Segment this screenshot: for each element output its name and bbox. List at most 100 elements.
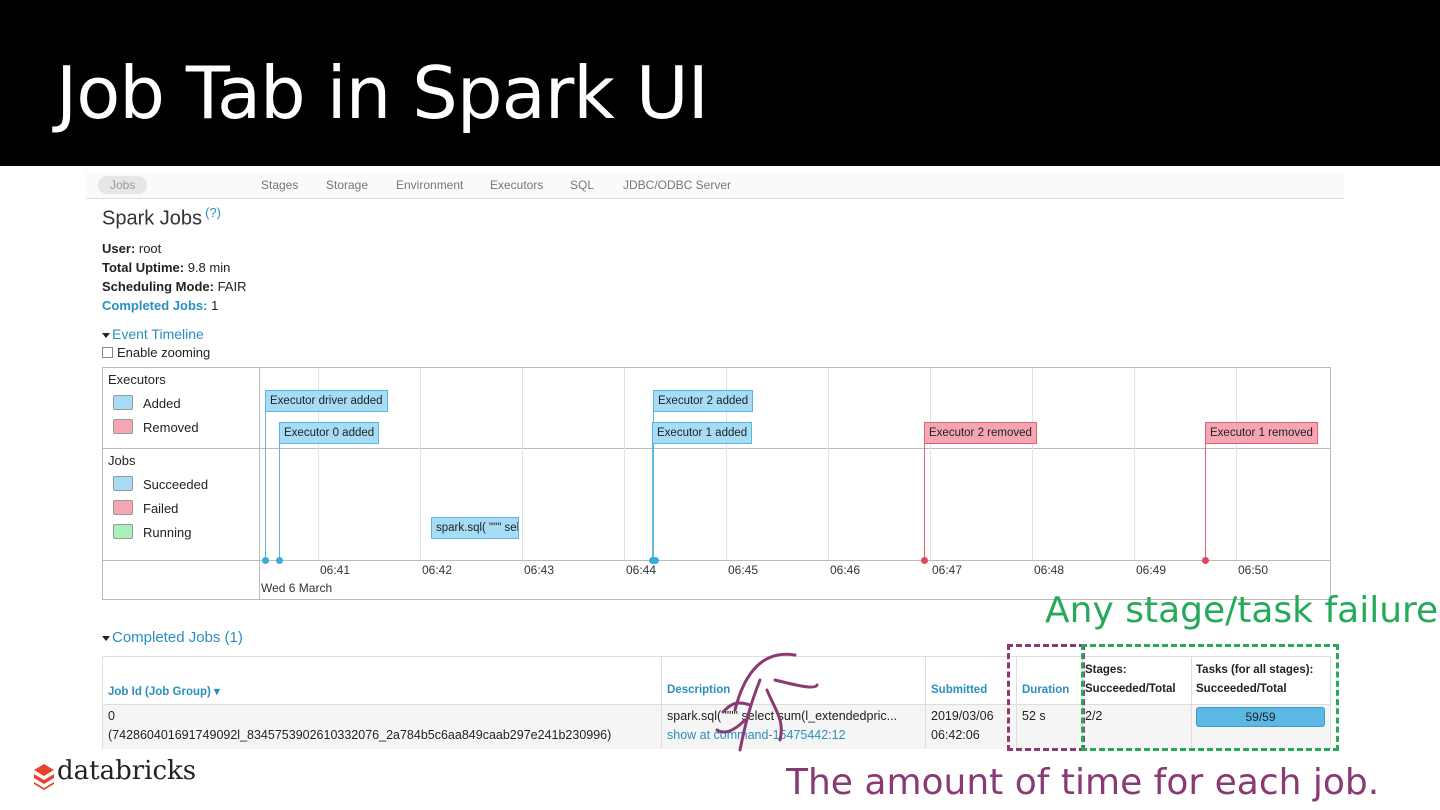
tab-stages[interactable]: Stages bbox=[261, 178, 299, 192]
slide-title: Job Tab in Spark UI bbox=[56, 51, 709, 135]
hand-drawn-scribble bbox=[715, 652, 819, 752]
collapse-triangle-icon bbox=[102, 332, 110, 338]
tick-label: 06:41 bbox=[320, 563, 351, 577]
tab-environment[interactable]: Environment bbox=[396, 178, 464, 192]
job-id-cell: 0 (742860401691749092l_83457539026103320… bbox=[108, 707, 611, 745]
stages-header-line2: Succeeded/Total bbox=[1085, 683, 1176, 695]
slide-header: Job Tab in Spark UI bbox=[0, 0, 1440, 166]
duration-highlight-box bbox=[1007, 644, 1085, 751]
submitted-cell: 2019/03/06 06:42:06 bbox=[931, 707, 994, 745]
user-label: User: bbox=[102, 241, 136, 256]
job-id-value: 0 bbox=[108, 709, 115, 723]
column-separator bbox=[1016, 657, 1017, 748]
executor-2-removed-event[interactable]: Executor 2 removed bbox=[924, 422, 1037, 444]
grid-line bbox=[624, 368, 625, 560]
grid-line bbox=[930, 368, 931, 560]
tasks-header-line1: Tasks (for all stages): bbox=[1196, 664, 1314, 676]
duration-header[interactable]: Duration bbox=[1022, 684, 1070, 696]
tick-label: 06:42 bbox=[422, 563, 453, 577]
executor-1-added-event[interactable]: Executor 1 added bbox=[652, 422, 753, 444]
tick-label: 06:48 bbox=[1034, 563, 1065, 577]
stages-cell: 2/2 bbox=[1085, 709, 1103, 723]
tab-executors[interactable]: Executors bbox=[490, 178, 544, 192]
completed-jobs-link[interactable]: Completed Jobs: bbox=[102, 298, 208, 313]
event-timeline-toggle[interactable]: Event Timeline bbox=[102, 326, 204, 342]
tab-jdbc-odbc-server[interactable]: JDBC/ODBC Server bbox=[623, 178, 732, 192]
stages-header-line1: Stages: bbox=[1085, 664, 1127, 676]
help-link[interactable]: (?) bbox=[205, 205, 221, 220]
databricks-logo-icon bbox=[34, 764, 54, 790]
event-stem bbox=[653, 411, 654, 560]
zoom-checkbox[interactable] bbox=[102, 347, 113, 358]
event-dot bbox=[652, 557, 659, 564]
legend-removed: Removed bbox=[113, 419, 199, 435]
stages-tasks-highlight-box bbox=[1081, 644, 1339, 751]
completed-jobs-toggle[interactable]: Completed Jobs (1) bbox=[102, 629, 243, 646]
grid-line bbox=[828, 368, 829, 560]
tick-label: 06:49 bbox=[1136, 563, 1167, 577]
job-0-bar[interactable]: spark.sql( """ select bbox=[431, 517, 519, 539]
completed-jobs-section-label: Completed Jobs (1) bbox=[112, 629, 243, 646]
grid-line bbox=[522, 368, 523, 560]
tasks-header-line2: Succeeded/Total bbox=[1196, 683, 1287, 695]
grid-line bbox=[1032, 368, 1033, 560]
legend-added: Added bbox=[113, 395, 181, 411]
user-info: User: root bbox=[102, 241, 161, 256]
legend-succeeded-label: Succeeded bbox=[143, 477, 209, 492]
tick-label: 06:46 bbox=[830, 563, 861, 577]
tab-jobs[interactable]: Jobs bbox=[98, 176, 148, 194]
enable-zooming-option[interactable]: Enable zooming bbox=[102, 345, 210, 360]
tick-label: 06:44 bbox=[626, 563, 657, 577]
description-header[interactable]: Description bbox=[667, 684, 731, 696]
executor-0-added-event[interactable]: Executor 0 added bbox=[279, 422, 380, 444]
grid-line bbox=[1134, 368, 1135, 560]
failure-annotation: Any stage/task failure? bbox=[1045, 590, 1440, 631]
executor-driver-added-event[interactable]: Executor driver added bbox=[265, 390, 388, 412]
timeline-legend-panel bbox=[103, 368, 260, 599]
tick-label: 06:43 bbox=[524, 563, 555, 577]
column-separator bbox=[1191, 657, 1192, 748]
page-title: Spark Jobs (?) bbox=[102, 205, 221, 231]
tab-sql[interactable]: SQL bbox=[570, 178, 595, 192]
running-swatch bbox=[113, 524, 133, 539]
tasks-header: Tasks (for all stages): Succeeded/Total bbox=[1196, 661, 1313, 699]
table-row bbox=[103, 704, 1330, 749]
job-id-header[interactable]: Job Id (Job Group) ▾ bbox=[108, 686, 220, 698]
event-stem bbox=[279, 443, 280, 560]
event-dot bbox=[921, 557, 928, 564]
grid-line bbox=[726, 368, 727, 560]
legend-removed-label: Removed bbox=[143, 420, 199, 435]
description-link[interactable]: show at command-15475442:12 bbox=[667, 728, 846, 742]
scheduling-mode-info: Scheduling Mode: FAIR bbox=[102, 279, 246, 294]
completed-jobs-info: Completed Jobs: 1 bbox=[102, 298, 218, 313]
added-swatch bbox=[113, 395, 133, 410]
jobs-group-title: Jobs bbox=[108, 453, 136, 468]
grid-line bbox=[318, 368, 319, 560]
legend-running-label: Running bbox=[143, 525, 192, 540]
executor-2-added-event[interactable]: Executor 2 added bbox=[653, 390, 754, 412]
legend-running: Running bbox=[113, 524, 191, 540]
mode-label: Scheduling Mode: bbox=[102, 279, 214, 294]
tab-storage[interactable]: Storage bbox=[326, 178, 369, 192]
tick-label: 06:45 bbox=[728, 563, 759, 577]
submitted-header[interactable]: Submitted bbox=[931, 684, 988, 696]
databricks-logo: databricks bbox=[32, 756, 196, 795]
legend-succeeded: Succeeded bbox=[113, 476, 208, 492]
grid-line bbox=[1236, 368, 1237, 560]
grid-line bbox=[420, 368, 421, 560]
completed-jobs-table: Job Id (Job Group) ▾ Description Submitt… bbox=[102, 656, 1331, 749]
succeeded-swatch bbox=[113, 476, 133, 491]
date-label: Wed 6 March bbox=[261, 581, 333, 595]
duration-annotation: The amount of time for each job. bbox=[786, 762, 1380, 803]
stages-header: Stages: Succeeded/Total bbox=[1085, 661, 1176, 699]
column-separator bbox=[925, 657, 926, 748]
legend-failed: Failed bbox=[113, 500, 178, 516]
executor-1-removed-event[interactable]: Executor 1 removed bbox=[1205, 422, 1318, 444]
legend-added-label: Added bbox=[143, 396, 181, 411]
event-stem bbox=[652, 443, 653, 560]
zoom-label: Enable zooming bbox=[117, 345, 211, 360]
tick-label: 06:50 bbox=[1238, 563, 1269, 577]
event-dot bbox=[262, 557, 269, 564]
tasks-progress-bar: 59/59 bbox=[1196, 707, 1325, 727]
event-stem bbox=[1205, 443, 1206, 560]
